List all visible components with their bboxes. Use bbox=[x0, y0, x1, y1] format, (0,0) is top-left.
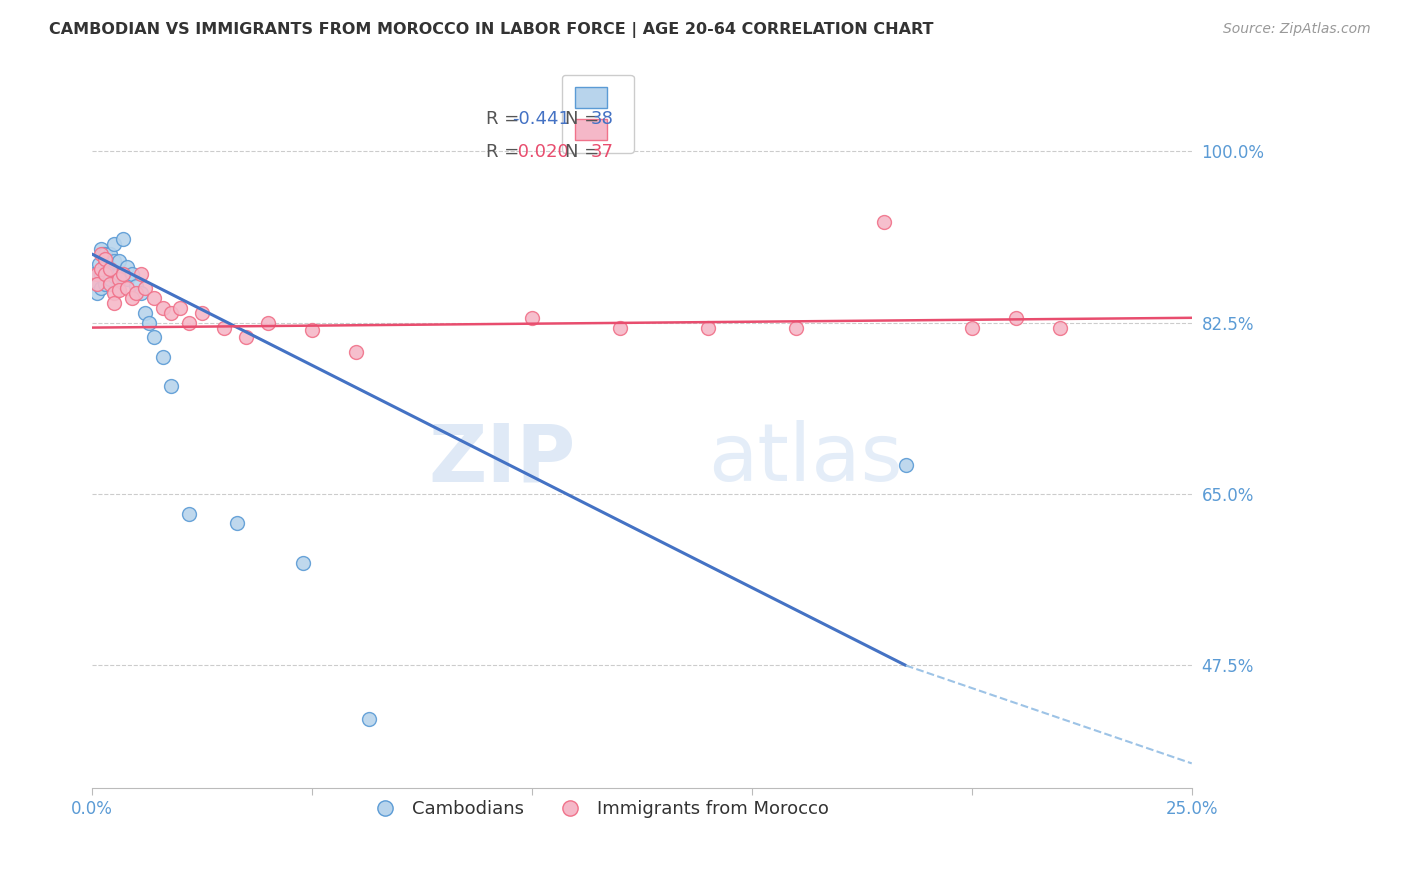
Point bbox=[177, 507, 200, 521]
Point bbox=[111, 267, 134, 281]
Point bbox=[212, 320, 235, 334]
Point bbox=[785, 320, 807, 334]
Point bbox=[107, 271, 129, 285]
Point bbox=[97, 257, 120, 271]
Point bbox=[94, 247, 117, 261]
Point bbox=[98, 277, 121, 291]
Text: 37: 37 bbox=[591, 143, 613, 161]
Point bbox=[134, 281, 156, 295]
Point bbox=[94, 257, 117, 271]
Point bbox=[107, 284, 129, 298]
Point bbox=[98, 261, 121, 276]
Point bbox=[107, 267, 129, 281]
Point bbox=[103, 268, 125, 283]
Point bbox=[160, 379, 183, 393]
Point bbox=[125, 286, 148, 301]
Point bbox=[107, 254, 129, 268]
Point bbox=[894, 458, 917, 472]
Point bbox=[111, 232, 134, 246]
Point bbox=[90, 281, 112, 295]
Point bbox=[873, 215, 896, 229]
Point bbox=[90, 267, 112, 281]
Point bbox=[160, 306, 183, 320]
Point bbox=[152, 350, 174, 364]
Point bbox=[152, 301, 174, 315]
Text: N =: N = bbox=[565, 111, 605, 128]
Point bbox=[94, 277, 117, 291]
Point bbox=[90, 261, 112, 276]
Point bbox=[134, 306, 156, 320]
Point bbox=[697, 320, 720, 334]
Point bbox=[142, 291, 165, 305]
Point bbox=[609, 320, 631, 334]
Point bbox=[86, 286, 108, 301]
Point bbox=[86, 267, 108, 281]
Legend: Cambodians, Immigrants from Morocco: Cambodians, Immigrants from Morocco bbox=[360, 793, 835, 825]
Point bbox=[103, 286, 125, 301]
Point bbox=[344, 345, 367, 359]
Point bbox=[359, 712, 381, 726]
Point bbox=[103, 237, 125, 252]
Point bbox=[301, 322, 323, 336]
Point bbox=[103, 296, 125, 310]
Point bbox=[226, 516, 249, 531]
Point bbox=[117, 281, 139, 295]
Point bbox=[960, 320, 983, 334]
Point bbox=[111, 267, 134, 281]
Text: CAMBODIAN VS IMMIGRANTS FROM MOROCCO IN LABOR FORCE | AGE 20-64 CORRELATION CHAR: CAMBODIAN VS IMMIGRANTS FROM MOROCCO IN … bbox=[49, 22, 934, 38]
Point bbox=[98, 247, 121, 261]
Text: 38: 38 bbox=[591, 111, 613, 128]
Point bbox=[94, 267, 117, 281]
Text: 0.020: 0.020 bbox=[512, 143, 569, 161]
Point bbox=[117, 260, 139, 274]
Point bbox=[87, 257, 110, 271]
Point bbox=[91, 247, 114, 261]
Text: R =: R = bbox=[486, 143, 524, 161]
Point bbox=[90, 247, 112, 261]
Point bbox=[83, 267, 105, 281]
Point bbox=[125, 279, 148, 293]
Point bbox=[121, 267, 143, 281]
Point bbox=[235, 330, 257, 344]
Point bbox=[117, 271, 139, 285]
Text: ZIP: ZIP bbox=[429, 420, 576, 498]
Point bbox=[98, 271, 121, 285]
Point bbox=[129, 267, 152, 281]
Point bbox=[129, 286, 152, 301]
Point bbox=[142, 330, 165, 344]
Text: N =: N = bbox=[565, 143, 605, 161]
Text: -0.441: -0.441 bbox=[512, 111, 569, 128]
Point bbox=[169, 301, 191, 315]
Point bbox=[177, 316, 200, 330]
Point bbox=[90, 242, 112, 256]
Point bbox=[138, 316, 160, 330]
Point bbox=[191, 306, 214, 320]
Point bbox=[121, 291, 143, 305]
Point bbox=[1049, 320, 1071, 334]
Point bbox=[292, 556, 315, 570]
Point bbox=[1004, 310, 1026, 325]
Text: Source: ZipAtlas.com: Source: ZipAtlas.com bbox=[1223, 22, 1371, 37]
Point bbox=[257, 316, 280, 330]
Point bbox=[98, 260, 121, 274]
Text: atlas: atlas bbox=[709, 420, 903, 498]
Point bbox=[94, 267, 117, 281]
Point bbox=[86, 277, 108, 291]
Point bbox=[86, 277, 108, 291]
Point bbox=[520, 310, 543, 325]
Text: R =: R = bbox=[486, 111, 524, 128]
Point bbox=[94, 252, 117, 266]
Point bbox=[103, 254, 125, 268]
